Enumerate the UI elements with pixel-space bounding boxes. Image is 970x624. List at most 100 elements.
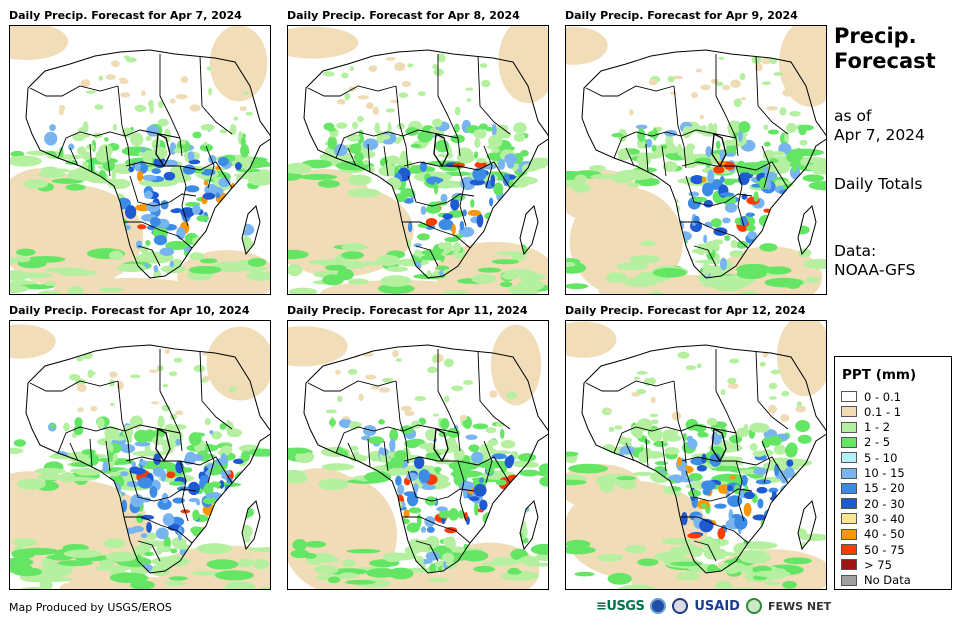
country-border bbox=[69, 438, 111, 472]
country-border bbox=[680, 516, 749, 544]
country-border bbox=[585, 380, 675, 392]
country-borders bbox=[307, 54, 511, 267]
legend-label: 0.1 - 1 bbox=[864, 404, 902, 419]
madagascar-coastline bbox=[797, 205, 817, 256]
country-border bbox=[761, 440, 771, 484]
precip-map bbox=[9, 320, 271, 590]
country-border bbox=[335, 129, 459, 159]
precip-map bbox=[9, 25, 271, 295]
country-border bbox=[69, 143, 111, 177]
country-border bbox=[693, 245, 717, 267]
country-border bbox=[307, 85, 397, 97]
country-border bbox=[307, 380, 397, 392]
legend-item: 2 - 5 bbox=[841, 435, 890, 450]
country-border bbox=[673, 380, 687, 464]
legend-swatch bbox=[841, 452, 857, 464]
country-borders bbox=[585, 349, 789, 562]
panel-title: Daily Precip. Forecast for Apr 7, 2024 bbox=[9, 9, 242, 22]
legend-item: 5 - 10 bbox=[841, 450, 897, 465]
map-svg bbox=[10, 321, 270, 589]
map-svg bbox=[288, 26, 548, 294]
country-border bbox=[199, 350, 233, 430]
legend-swatch bbox=[841, 513, 857, 525]
legend-label: > 75 bbox=[864, 557, 892, 572]
country-borders bbox=[29, 349, 233, 562]
country-border bbox=[402, 516, 471, 544]
country-border bbox=[205, 440, 215, 484]
country-border bbox=[402, 221, 471, 249]
country-border bbox=[437, 349, 461, 452]
country-border bbox=[715, 54, 739, 157]
country-border bbox=[755, 55, 789, 135]
country-border bbox=[673, 85, 687, 169]
legend-label: 0 - 0.1 bbox=[864, 389, 902, 404]
country-border bbox=[755, 350, 789, 430]
legend-swatch bbox=[841, 528, 857, 540]
map-svg bbox=[566, 26, 826, 294]
country-border bbox=[625, 143, 667, 177]
legend-swatch bbox=[841, 544, 857, 555]
legend-item: No Data bbox=[841, 573, 911, 588]
legend-swatch bbox=[841, 498, 857, 510]
country-border bbox=[57, 424, 181, 454]
lake-outline bbox=[433, 427, 449, 463]
legend-label: 10 - 15 bbox=[864, 466, 905, 480]
legend-item: 20 - 30 bbox=[841, 496, 905, 511]
lake-outline bbox=[711, 132, 727, 168]
precip-map bbox=[565, 320, 827, 590]
country-border bbox=[29, 380, 119, 392]
data-source-name: NOAA-GFS bbox=[834, 261, 916, 279]
legend-item: 15 - 20 bbox=[841, 481, 905, 496]
country-border bbox=[159, 349, 183, 452]
country-border bbox=[395, 85, 409, 169]
legend-label: 2 - 5 bbox=[864, 435, 891, 450]
map-svg bbox=[10, 26, 270, 294]
country-border bbox=[613, 129, 737, 159]
country-border bbox=[29, 85, 119, 97]
legend-item: 0 - 0.1 bbox=[841, 389, 901, 404]
country-border bbox=[585, 85, 675, 97]
lake-outline bbox=[155, 427, 171, 463]
country-borders bbox=[585, 54, 789, 267]
usgs-logo: ≡USGS bbox=[596, 598, 645, 614]
country-border bbox=[483, 440, 493, 484]
legend-swatch bbox=[841, 436, 857, 448]
coastline bbox=[25, 49, 270, 279]
panel-title: Daily Precip. Forecast for Apr 9, 2024 bbox=[565, 9, 798, 22]
country-border bbox=[137, 245, 161, 267]
country-border bbox=[205, 145, 215, 189]
noaa-logo-icon bbox=[650, 598, 667, 614]
legend-label: 20 - 30 bbox=[864, 496, 905, 511]
legend-item: 40 - 50 bbox=[841, 527, 905, 542]
legend-swatch bbox=[841, 421, 857, 433]
country-border bbox=[137, 540, 161, 562]
country-border bbox=[477, 55, 511, 135]
lake-outline bbox=[433, 132, 449, 168]
country-border bbox=[415, 245, 439, 267]
country-border bbox=[483, 145, 493, 189]
precip-map bbox=[287, 320, 549, 590]
panel-title: Daily Precip. Forecast for Apr 8, 2024 bbox=[287, 9, 520, 22]
country-border bbox=[124, 516, 193, 544]
sidebar-title-line1: Precip. bbox=[834, 24, 917, 48]
country-border bbox=[117, 380, 131, 464]
as-of-text: as of Apr 7, 2024 bbox=[834, 107, 925, 145]
country-border bbox=[735, 460, 745, 522]
legend-item: > 75 bbox=[841, 557, 892, 572]
legend-item: 30 - 40 bbox=[841, 511, 905, 526]
coastline bbox=[303, 344, 548, 574]
precip-map bbox=[565, 25, 827, 295]
country-border bbox=[179, 460, 189, 522]
legend-label: 5 - 10 bbox=[864, 450, 898, 465]
sidebar-title-line2: Forecast bbox=[834, 49, 936, 73]
country-border bbox=[117, 85, 131, 169]
country-border bbox=[715, 349, 739, 452]
country-borders bbox=[29, 54, 233, 267]
country-border bbox=[347, 143, 389, 177]
country-border bbox=[693, 540, 717, 562]
country-border bbox=[159, 54, 183, 157]
legend-label: 30 - 40 bbox=[864, 511, 905, 526]
coastline bbox=[303, 49, 548, 279]
data-source-label: Data: bbox=[834, 242, 877, 260]
as-of-label: as of bbox=[834, 107, 872, 125]
